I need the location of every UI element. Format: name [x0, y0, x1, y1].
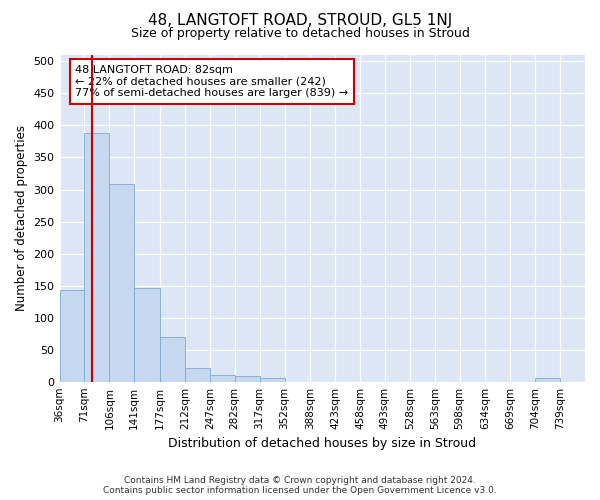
Bar [160, 337, 185, 382]
Bar [109, 184, 134, 382]
Bar [134, 288, 160, 382]
Text: 48 LANGTOFT ROAD: 82sqm
← 22% of detached houses are smaller (242)
77% of semi-d: 48 LANGTOFT ROAD: 82sqm ← 22% of detache… [76, 65, 349, 98]
Bar [85, 133, 109, 382]
Text: Size of property relative to detached houses in Stroud: Size of property relative to detached ho… [131, 28, 469, 40]
Bar [235, 376, 260, 382]
Text: Contains HM Land Registry data © Crown copyright and database right 2024.
Contai: Contains HM Land Registry data © Crown c… [103, 476, 497, 495]
Bar [185, 368, 210, 382]
Text: 48, LANGTOFT ROAD, STROUD, GL5 1NJ: 48, LANGTOFT ROAD, STROUD, GL5 1NJ [148, 12, 452, 28]
Y-axis label: Number of detached properties: Number of detached properties [15, 126, 28, 312]
Bar [210, 376, 235, 382]
X-axis label: Distribution of detached houses by size in Stroud: Distribution of detached houses by size … [168, 437, 476, 450]
Bar [535, 378, 560, 382]
Bar [260, 378, 284, 382]
Bar [59, 290, 85, 382]
